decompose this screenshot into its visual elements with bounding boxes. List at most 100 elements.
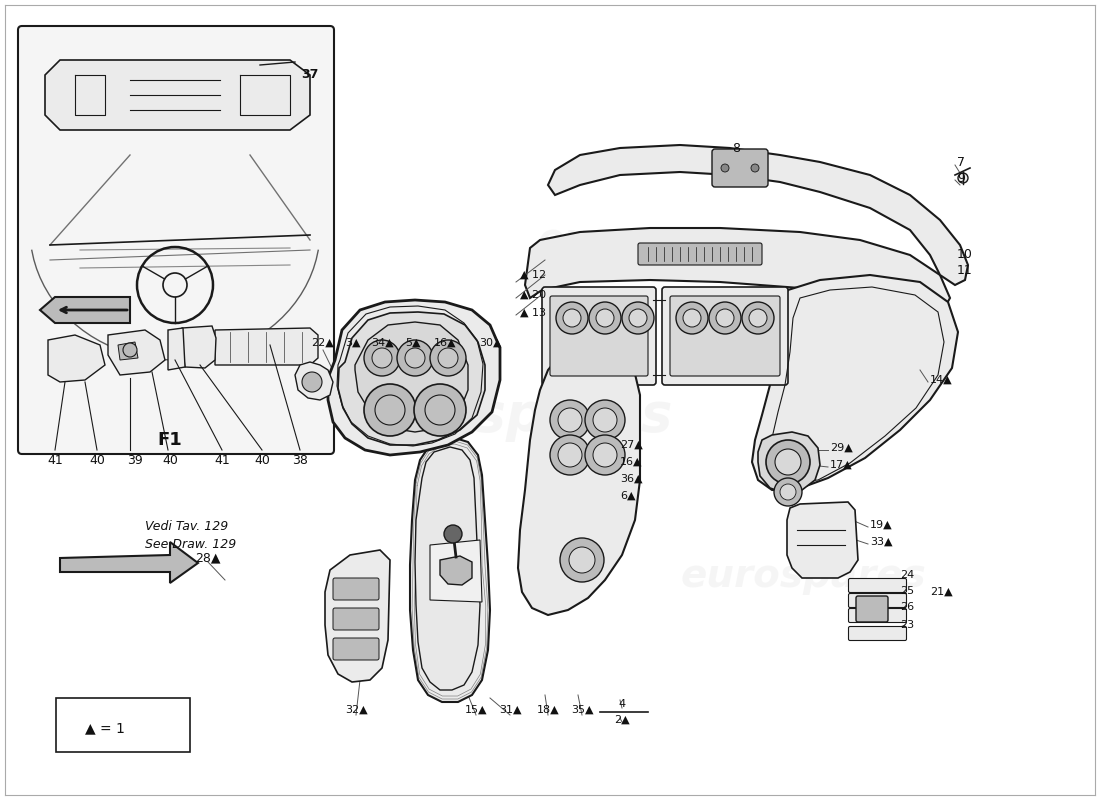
Text: 38: 38 (293, 454, 308, 466)
FancyBboxPatch shape (848, 594, 906, 607)
Circle shape (749, 309, 767, 327)
Text: 41: 41 (47, 454, 63, 466)
FancyBboxPatch shape (712, 149, 768, 187)
Circle shape (774, 478, 802, 506)
Text: 3▲: 3▲ (345, 338, 361, 348)
Text: 22▲: 22▲ (311, 338, 334, 348)
Circle shape (560, 538, 604, 582)
FancyBboxPatch shape (662, 287, 788, 385)
Polygon shape (182, 326, 216, 368)
FancyBboxPatch shape (333, 608, 380, 630)
Text: ▲ 13: ▲ 13 (520, 308, 546, 318)
Circle shape (558, 408, 582, 432)
Polygon shape (295, 362, 333, 400)
Circle shape (569, 547, 595, 573)
FancyBboxPatch shape (18, 26, 334, 454)
Text: 21▲: 21▲ (930, 587, 953, 597)
Text: eurospares: eurospares (680, 557, 926, 595)
FancyBboxPatch shape (542, 287, 656, 385)
Text: 10: 10 (957, 249, 972, 262)
Circle shape (683, 309, 701, 327)
Circle shape (629, 309, 647, 327)
FancyBboxPatch shape (848, 626, 906, 641)
Circle shape (621, 302, 654, 334)
Polygon shape (168, 328, 185, 370)
Text: 17▲: 17▲ (830, 460, 852, 470)
Text: 23: 23 (900, 620, 914, 630)
Circle shape (588, 302, 621, 334)
Polygon shape (752, 275, 958, 490)
Text: 7: 7 (957, 155, 965, 169)
Circle shape (558, 443, 582, 467)
Text: 2▲: 2▲ (614, 715, 630, 725)
Circle shape (958, 173, 968, 183)
Polygon shape (118, 342, 138, 360)
Text: 29▲: 29▲ (830, 443, 852, 453)
Circle shape (593, 408, 617, 432)
Text: 6▲: 6▲ (620, 491, 636, 501)
Text: Vedi Tav. 129: Vedi Tav. 129 (145, 521, 229, 534)
Text: 33▲: 33▲ (870, 537, 892, 547)
Polygon shape (60, 542, 198, 583)
Polygon shape (45, 60, 310, 130)
Text: 28▲: 28▲ (196, 551, 221, 565)
Circle shape (563, 309, 581, 327)
Text: 32▲: 32▲ (344, 705, 367, 715)
Circle shape (414, 384, 466, 436)
Polygon shape (430, 540, 482, 602)
Text: 40: 40 (89, 454, 104, 466)
Text: 9: 9 (957, 171, 965, 185)
Polygon shape (786, 502, 858, 578)
Circle shape (372, 348, 392, 368)
Text: 30▲: 30▲ (478, 338, 502, 348)
Circle shape (766, 440, 810, 484)
Circle shape (556, 302, 588, 334)
Text: 5▲: 5▲ (405, 338, 420, 348)
Circle shape (716, 309, 734, 327)
Circle shape (302, 372, 322, 392)
FancyBboxPatch shape (550, 296, 648, 376)
Text: ▲ 12: ▲ 12 (520, 270, 546, 280)
Text: 36▲: 36▲ (620, 474, 642, 484)
Text: 40: 40 (162, 454, 178, 466)
Circle shape (123, 343, 138, 357)
Circle shape (425, 395, 455, 425)
Text: 19▲: 19▲ (870, 520, 892, 530)
FancyBboxPatch shape (333, 578, 380, 600)
Polygon shape (410, 438, 490, 702)
Circle shape (375, 395, 405, 425)
Circle shape (780, 484, 796, 500)
Circle shape (364, 384, 416, 436)
Text: 41: 41 (214, 454, 230, 466)
Circle shape (596, 309, 614, 327)
Text: See Draw. 129: See Draw. 129 (145, 538, 236, 551)
Text: 39: 39 (128, 454, 143, 466)
Polygon shape (518, 346, 640, 615)
Text: eurospares: eurospares (339, 390, 673, 442)
Text: 37: 37 (301, 69, 319, 82)
FancyBboxPatch shape (638, 243, 762, 265)
Polygon shape (338, 312, 485, 445)
Polygon shape (324, 550, 390, 682)
Polygon shape (525, 228, 950, 318)
Circle shape (444, 525, 462, 543)
Text: 4: 4 (618, 699, 626, 709)
Polygon shape (355, 322, 468, 432)
Circle shape (438, 348, 458, 368)
Text: eurospares: eurospares (537, 221, 783, 259)
Polygon shape (214, 328, 318, 365)
Text: 31▲: 31▲ (498, 705, 521, 715)
Text: F1: F1 (157, 431, 183, 449)
Text: 40: 40 (254, 454, 270, 466)
Circle shape (405, 348, 425, 368)
Text: 18▲: 18▲ (537, 705, 559, 715)
Text: 14▲: 14▲ (930, 375, 953, 385)
Circle shape (550, 400, 590, 440)
Text: 8: 8 (732, 142, 740, 154)
Polygon shape (108, 330, 165, 375)
Circle shape (430, 340, 466, 376)
FancyBboxPatch shape (670, 296, 780, 376)
Polygon shape (328, 300, 501, 455)
Text: ▲ = 1: ▲ = 1 (85, 721, 125, 735)
Text: 16▲: 16▲ (620, 457, 642, 467)
